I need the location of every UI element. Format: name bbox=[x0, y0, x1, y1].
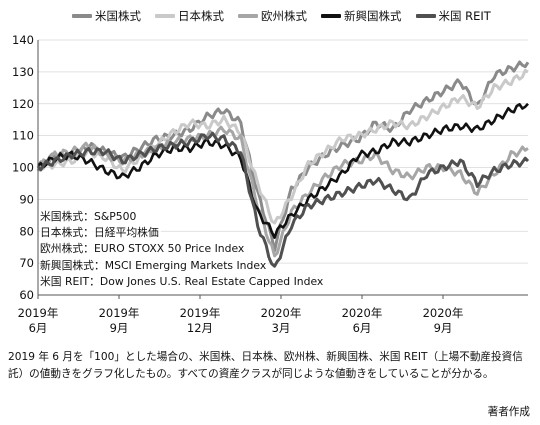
legend-item: 米国 REIT bbox=[415, 8, 491, 24]
y-tick-label: 90 bbox=[19, 192, 34, 206]
series-line bbox=[37, 102, 529, 239]
x-tick-label: 9月 bbox=[434, 321, 453, 335]
x-tick-label: 2019年 bbox=[180, 306, 221, 320]
y-tick-label: 130 bbox=[12, 65, 34, 79]
legend-swatch bbox=[415, 14, 436, 18]
y-tick-label: 110 bbox=[12, 129, 34, 143]
index-note: 米国 REIT：Dow Jones U.S. Real Estate Cappe… bbox=[40, 273, 326, 291]
legend-item: 欧州株式 bbox=[238, 8, 307, 24]
legend-item: 米国株式 bbox=[72, 8, 141, 24]
series-line bbox=[36, 68, 529, 225]
x-tick-label: 2020年 bbox=[423, 306, 464, 320]
y-tick-label: 70 bbox=[19, 256, 34, 270]
x-tick-label: 3月 bbox=[272, 321, 291, 335]
line-chart: 607080901001101201301402019年6月2019年9月201… bbox=[12, 33, 530, 335]
series-line bbox=[36, 131, 530, 268]
index-note: 欧州株式：EURO STOXX 50 Price Index bbox=[40, 241, 247, 258]
legend-swatch bbox=[238, 14, 258, 18]
legend-label: 欧州株式 bbox=[261, 9, 307, 23]
source-credit: 著者作成 bbox=[487, 406, 530, 418]
index-note: 日本株式：日経平均株価 bbox=[40, 225, 161, 242]
x-tick-label: 2020年 bbox=[261, 306, 302, 320]
y-tick-label: 80 bbox=[19, 224, 34, 238]
x-tick-label: 2019年 bbox=[99, 306, 140, 320]
legend-label: 米国株式 bbox=[95, 9, 141, 23]
legend-label: 新興国株式 bbox=[344, 9, 402, 23]
legend-item: 日本株式 bbox=[155, 8, 224, 24]
index-note: 米国株式：S&P500 bbox=[40, 209, 139, 226]
x-tick-label: 2019年 bbox=[18, 306, 59, 320]
legend-swatch bbox=[321, 14, 341, 18]
chart-legend: 米国株式 日本株式 欧州株式 新興国株式 米国 REIT bbox=[72, 8, 491, 24]
legend-swatch bbox=[72, 14, 92, 18]
y-tick-label: 60 bbox=[19, 288, 34, 302]
x-tick-label: 2020年 bbox=[342, 306, 383, 320]
x-tick-label: 12月 bbox=[187, 321, 213, 335]
legend-label: 米国 REIT bbox=[438, 9, 491, 23]
figure-caption: 2019 年 6 月を「100」とした場合の、米国株、日本株、欧州株、新興国株、… bbox=[8, 351, 523, 380]
y-tick-label: 120 bbox=[12, 97, 34, 111]
index-note: 新興国株式：MSCI Emerging Markets Index bbox=[40, 257, 269, 274]
x-tick-label: 6月 bbox=[29, 321, 48, 335]
y-tick-label: 100 bbox=[12, 161, 34, 175]
x-tick-label: 9月 bbox=[110, 321, 129, 335]
legend-swatch bbox=[155, 14, 175, 18]
x-tick-label: 6月 bbox=[353, 321, 372, 335]
index-notes: 米国株式：S&P500 日本株式：日経平均株価 欧州株式：EURO STOXX … bbox=[40, 209, 326, 291]
legend-label: 日本株式 bbox=[178, 9, 224, 23]
y-tick-label: 140 bbox=[12, 33, 34, 47]
legend-item: 新興国株式 bbox=[321, 8, 402, 24]
